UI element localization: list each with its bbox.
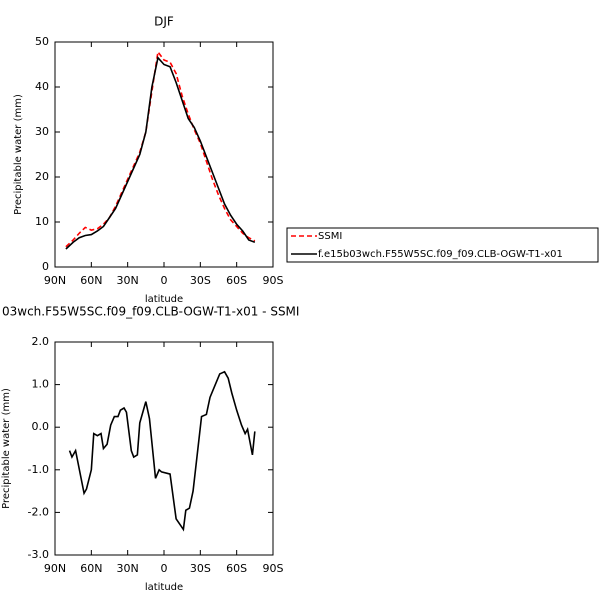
y-tick-label: 0.0 [32, 420, 50, 433]
chart-title: 03wch.F55W5SC.f09_f09.CLB-OGW-T1-x01 - S… [2, 305, 299, 319]
x-tick-label: 90N [44, 562, 66, 575]
x-tick-label: 60S [226, 274, 247, 287]
x-tick-label: 90S [263, 274, 284, 287]
data-line [65, 49, 256, 248]
x-tick-label: 90S [263, 562, 284, 575]
y-tick-label: 1.0 [32, 378, 50, 391]
x-tick-label: 30N [117, 274, 139, 287]
y-tick-label: 0 [42, 260, 49, 273]
x-tick-label: 0 [161, 562, 168, 575]
y-tick-label: -3.0 [28, 548, 49, 561]
x-tick-label: 90N [44, 274, 66, 287]
y-tick-label: 10 [35, 215, 49, 228]
x-axis-label: latitude [145, 582, 183, 593]
x-tick-label: 30S [190, 562, 211, 575]
x-tick-label: 30S [190, 274, 211, 287]
y-tick-label: 20 [35, 170, 49, 183]
plot-frame [54, 41, 274, 268]
y-tick-label: 40 [35, 80, 49, 93]
y-tick-label: 30 [35, 125, 49, 138]
x-axis-label: latitude [145, 294, 183, 305]
legend-box [286, 227, 599, 263]
y-axis-label: Precipitable water (mm) [13, 94, 24, 215]
y-tick-label: 2.0 [32, 335, 50, 348]
legend-label: SSMI [318, 231, 342, 242]
x-tick-label: 60S [226, 562, 247, 575]
x-tick-label: 60N [80, 562, 102, 575]
x-tick-label: 60N [80, 274, 102, 287]
data-line [65, 56, 256, 250]
chart-title: DJF [154, 15, 174, 29]
data-line [68, 370, 256, 532]
plot-frame [54, 341, 274, 556]
y-axis-label: Precipitable water (mm) [1, 388, 12, 509]
x-tick-label: 0 [161, 274, 168, 287]
legend-label: f.e15b03wch.F55W5SC.f09_f09.CLB-OGW-T1-x… [318, 249, 563, 260]
y-tick-label: 50 [35, 35, 49, 48]
x-tick-label: 30N [117, 562, 139, 575]
y-tick-label: -1.0 [28, 463, 49, 476]
y-tick-label: -2.0 [28, 505, 49, 518]
